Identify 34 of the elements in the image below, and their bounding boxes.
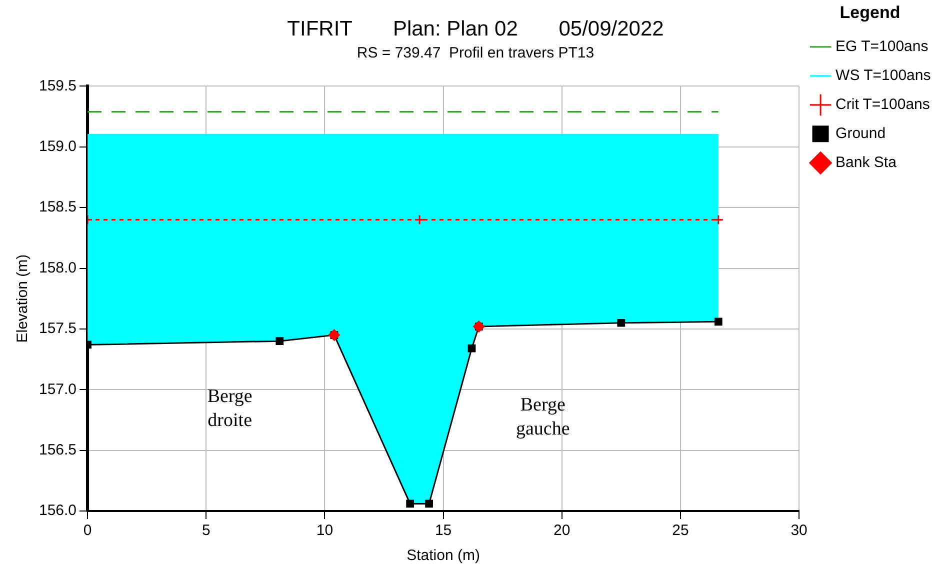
annotation: Berge gauche <box>516 394 570 440</box>
point <box>714 318 722 326</box>
y-tick-label: 158.5 <box>38 198 77 216</box>
legend-label: EG T=100ans <box>836 38 928 56</box>
point <box>406 500 414 508</box>
x-tick-label: 0 <box>83 522 92 540</box>
chart-title: TIFRIT Plan: Plan 02 05/09/2022 <box>287 17 664 40</box>
y-tick-label: 159.0 <box>38 138 77 156</box>
legend-label: Crit T=100ans <box>836 96 930 114</box>
chart-subtitle: RS = 739.47 Profil en travers PT13 <box>356 44 594 62</box>
legend-label: WS T=100ans <box>836 67 931 84</box>
y-tick-label: 159.5 <box>38 77 77 94</box>
legend-label: Bank Sta <box>836 154 898 172</box>
x-tick-label: 30 <box>790 522 808 540</box>
point <box>276 337 284 346</box>
y-tick-label: 156.5 <box>38 441 77 458</box>
x-tick-label: 20 <box>554 522 570 540</box>
y-tick-label: 157.5 <box>38 320 77 338</box>
point <box>617 318 626 327</box>
y-tick-label: 157.0 <box>38 380 77 398</box>
annotation: Berge droite <box>207 386 252 432</box>
x-tick-label: 5 <box>202 522 210 540</box>
y-tick-label: 158.0 <box>38 259 77 276</box>
x-tick-label: 10 <box>316 522 334 540</box>
legend-title: Legend <box>840 3 900 22</box>
y-tick-label: 156.0 <box>38 502 77 520</box>
x-tick-label: 15 <box>434 522 452 540</box>
point <box>425 500 433 508</box>
y-axis-title: Elevation (m) <box>14 254 32 343</box>
x-tick-label: 25 <box>672 522 689 540</box>
point <box>468 344 476 352</box>
legend-label: Ground <box>836 125 886 142</box>
point <box>414 214 425 225</box>
x-axis-title: Station (m) <box>406 547 480 564</box>
